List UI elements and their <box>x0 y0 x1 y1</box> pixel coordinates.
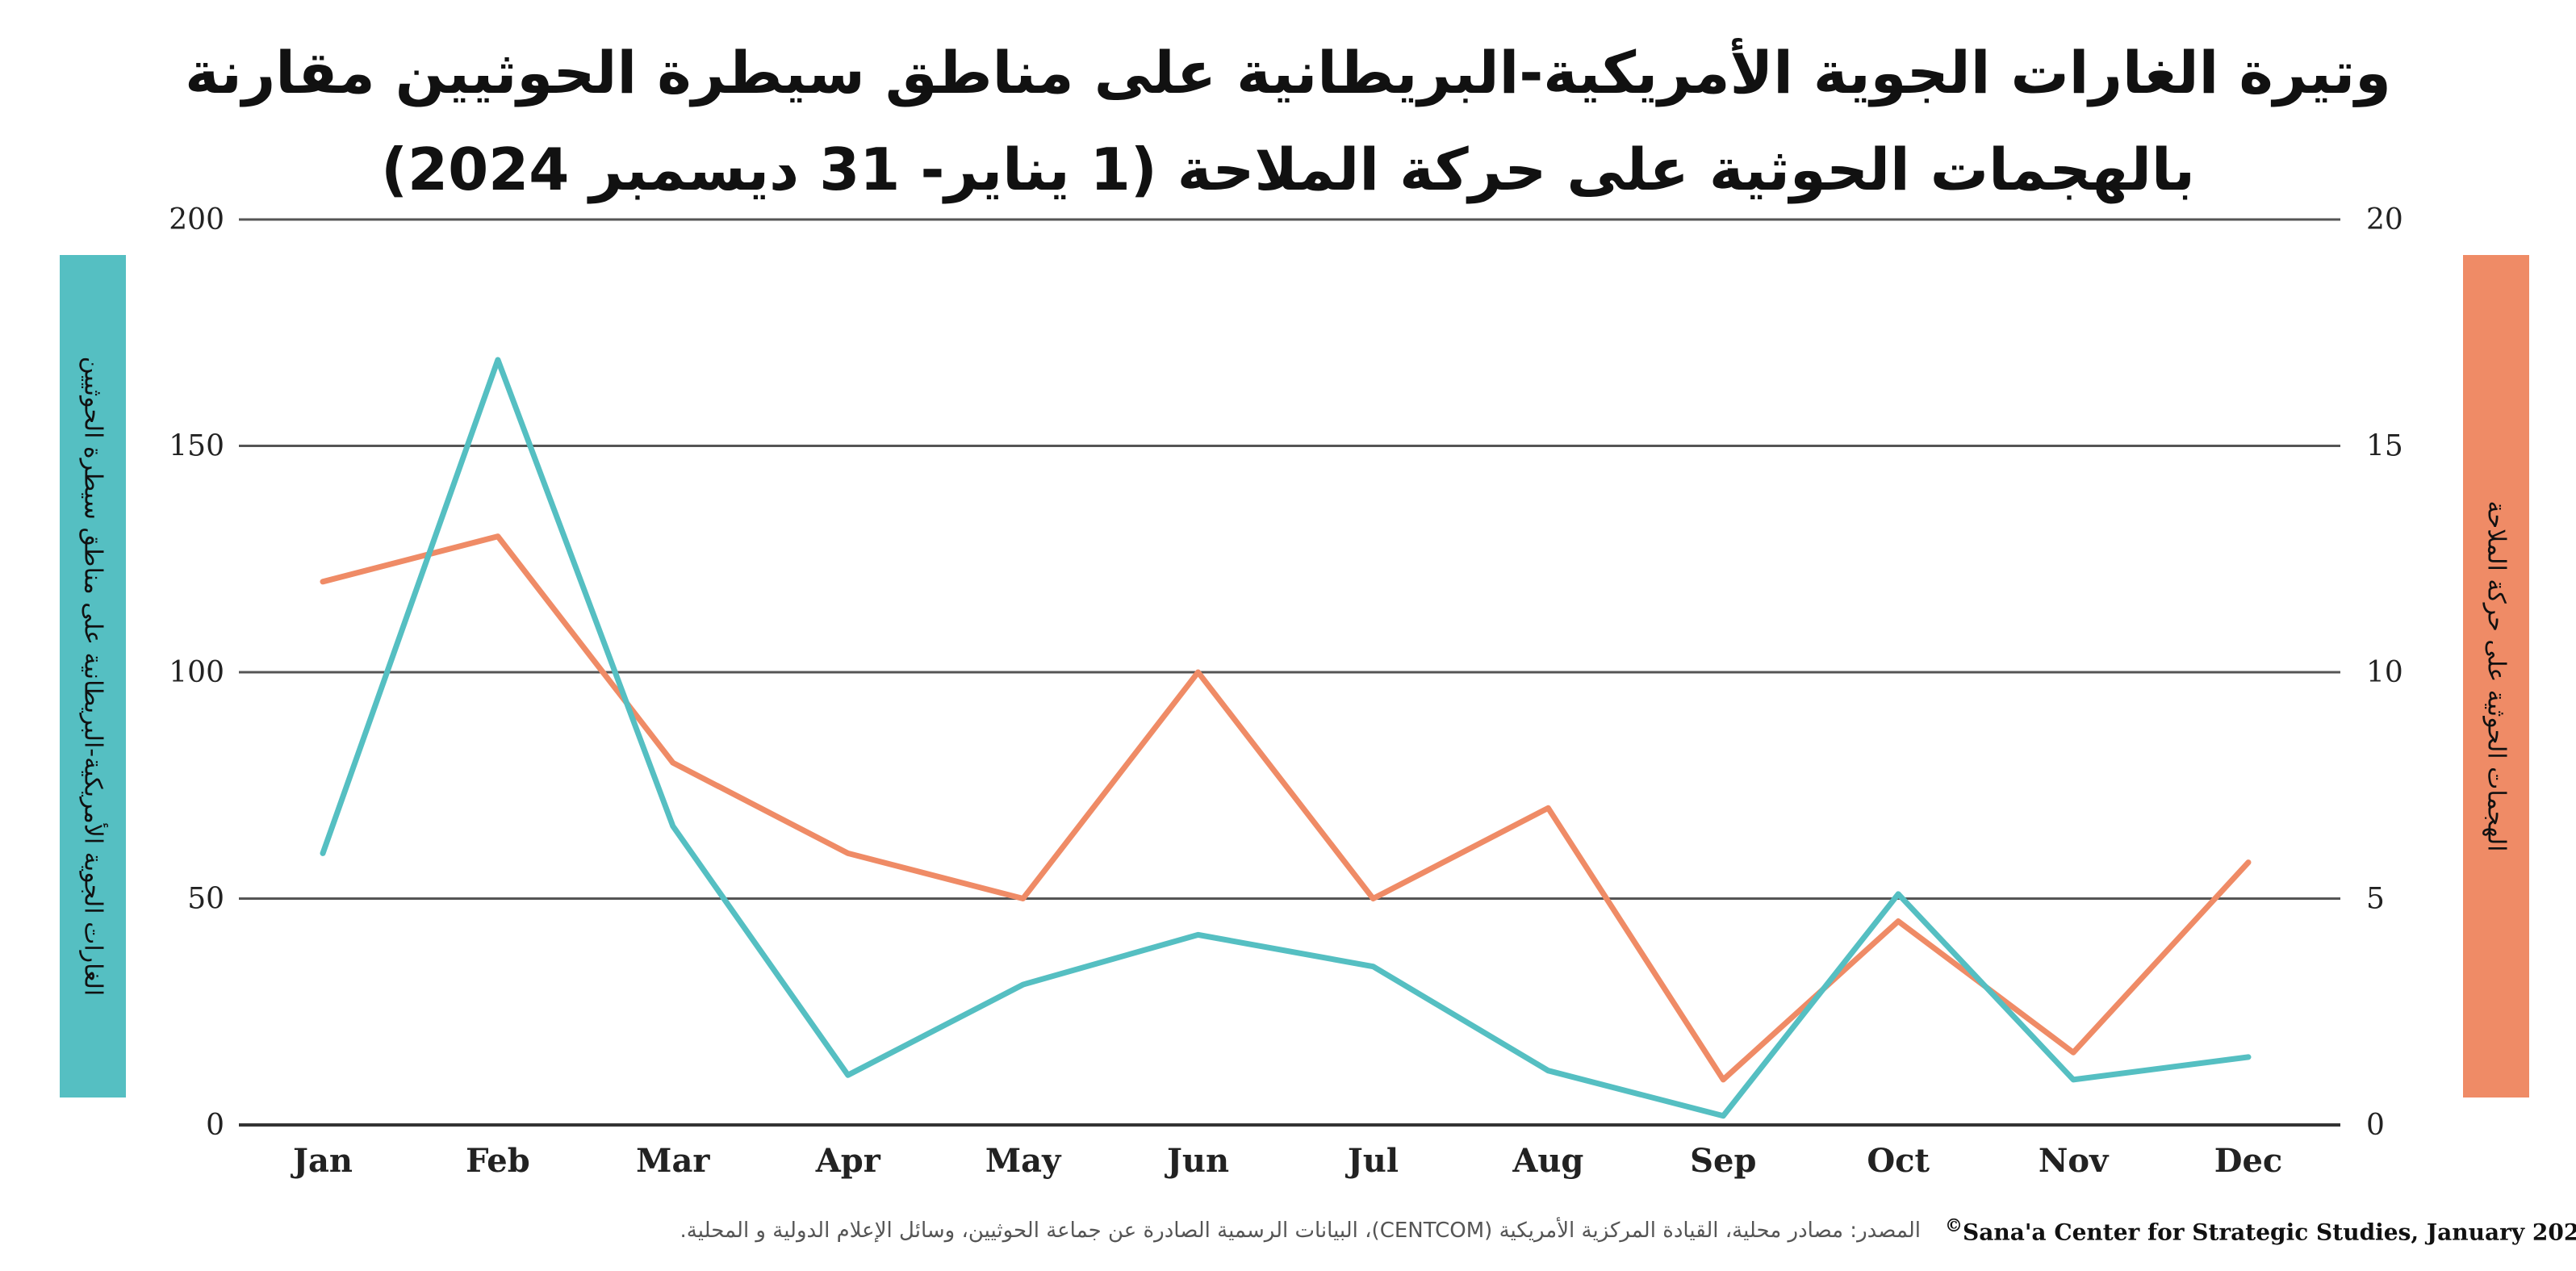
x-tick-jun: Jun <box>1165 1142 1229 1180</box>
source-note: المصدر: مصادر محلية، القيادة المركزية ال… <box>680 1219 1921 1243</box>
left-tick-100: 100 <box>169 656 224 689</box>
right-tick-5: 5 <box>2366 883 2385 916</box>
x-tick-jan: Jan <box>291 1142 353 1180</box>
left-tick-50: 50 <box>187 883 224 916</box>
series-line-left-axis <box>320 357 2252 1119</box>
right-tick-0: 0 <box>2366 1109 2385 1142</box>
series-line-right-axis <box>320 533 2252 1083</box>
series-lines <box>320 357 2252 1119</box>
right-tick-20: 20 <box>2366 203 2403 236</box>
x-axis-ticks: Jan Feb Mar Apr May Jun Jul Aug Sep Oct Nov Dec <box>291 1142 2282 1180</box>
right-tick-15: 15 <box>2366 430 2403 463</box>
x-tick-aug: Aug <box>1512 1142 1583 1180</box>
left-axis-label: الغارات الجوية الأمريكية-البريطانية على … <box>78 356 107 997</box>
x-tick-jul: Jul <box>1345 1142 1399 1180</box>
x-tick-feb: Feb <box>466 1142 530 1180</box>
credit-line: ©Sana'a Center for Strategic Studies, Ja… <box>1945 1215 2576 1245</box>
right-tick-10: 10 <box>2366 656 2403 689</box>
x-tick-may: May <box>985 1142 1062 1180</box>
x-tick-oct: Oct <box>1867 1142 1930 1180</box>
right-axis-label: الهجمات الحوثية على حركة الملاحة <box>2482 500 2511 852</box>
x-tick-nov: Nov <box>2039 1142 2110 1180</box>
left-tick-200: 200 <box>169 203 224 236</box>
x-tick-mar: Mar <box>636 1142 710 1180</box>
right-axis-ticks: 0 5 10 15 20 <box>2366 203 2403 1142</box>
left-axis-label-band: الغارات الجوية الأمريكية-البريطانية على … <box>60 255 126 1097</box>
chart-title-line-1: وتيرة الغارات الجوية الأمريكية-البريطاني… <box>185 39 2391 107</box>
left-axis-ticks: 0 50 100 150 200 <box>169 203 224 1142</box>
x-tick-apr: Apr <box>815 1142 881 1180</box>
left-tick-150: 150 <box>169 430 224 463</box>
credit-text: Sana'a Center for Strategic Studies, Jan… <box>1963 1219 2576 1246</box>
copyright-symbol: © <box>1945 1215 1963 1236</box>
grid-lines <box>239 218 2340 1127</box>
x-tick-dec: Dec <box>2214 1142 2283 1180</box>
chart-title-line-2: بالهجمات الحوثية على حركة الملاحة (1 ينا… <box>381 136 2195 203</box>
chart-title: وتيرة الغارات الجوية الأمريكية-البريطاني… <box>0 24 2576 218</box>
left-tick-0: 0 <box>206 1109 224 1142</box>
right-axis-label-band: الهجمات الحوثية على حركة الملاحة <box>2463 255 2529 1097</box>
x-tick-sep: Sep <box>1690 1142 1756 1180</box>
